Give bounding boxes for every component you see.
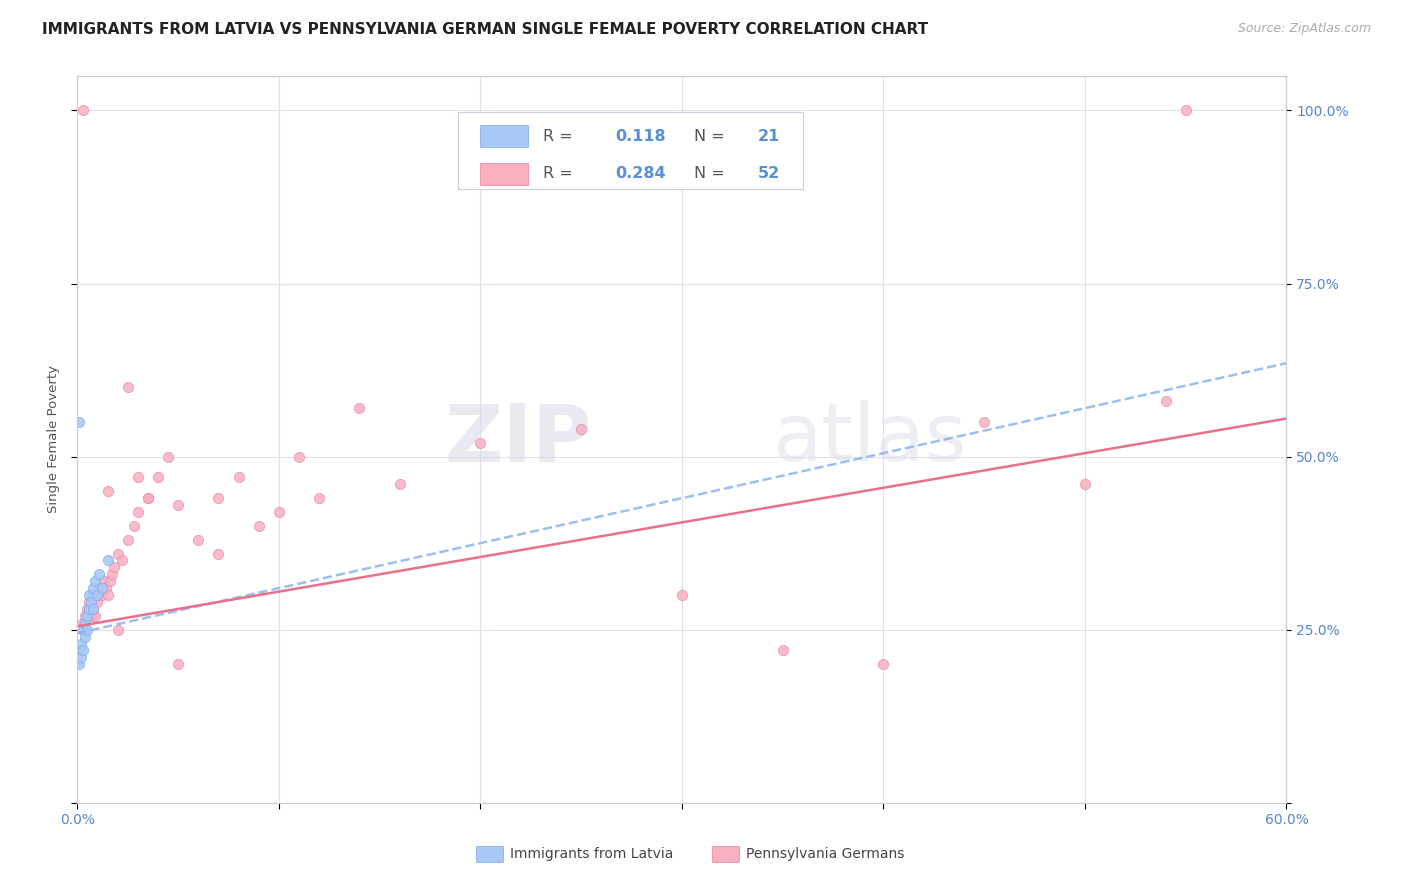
Point	[122, 519, 145, 533]
Point	[973, 415, 995, 429]
Point	[94, 581, 117, 595]
Point	[80, 608, 103, 623]
Text: atlas: atlas	[773, 401, 967, 478]
Point	[75, 608, 97, 623]
Point	[96, 553, 118, 567]
Text: ZIP: ZIP	[444, 401, 592, 478]
Point	[75, 615, 97, 630]
Point	[569, 422, 592, 436]
Point	[247, 519, 270, 533]
Point	[80, 595, 103, 609]
Point	[228, 470, 250, 484]
Point	[671, 588, 693, 602]
Point	[470, 435, 492, 450]
Text: N =: N =	[695, 167, 730, 181]
Point	[70, 636, 93, 650]
Text: N =: N =	[695, 128, 730, 144]
Point	[100, 567, 122, 582]
Point	[772, 643, 794, 657]
Point	[89, 581, 111, 595]
Point	[872, 657, 894, 672]
Point	[72, 615, 94, 630]
Point	[267, 505, 290, 519]
Point	[107, 547, 129, 561]
Point	[117, 533, 139, 547]
Point	[79, 588, 101, 602]
Text: 0.284: 0.284	[616, 167, 666, 181]
Point	[187, 533, 209, 547]
Point	[167, 657, 190, 672]
Point	[82, 602, 104, 616]
Point	[75, 630, 97, 644]
Point	[127, 470, 149, 484]
Point	[308, 491, 330, 505]
Point	[76, 602, 98, 616]
Point	[82, 588, 104, 602]
Point	[167, 498, 190, 512]
Point	[84, 574, 107, 589]
Point	[349, 401, 371, 416]
Text: IMMIGRANTS FROM LATVIA VS PENNSYLVANIA GERMAN SINGLE FEMALE POVERTY CORRELATION : IMMIGRANTS FROM LATVIA VS PENNSYLVANIA G…	[42, 22, 928, 37]
Point	[90, 588, 112, 602]
Point	[82, 602, 104, 616]
Point	[82, 581, 104, 595]
Point	[107, 623, 129, 637]
Text: Source: ZipAtlas.com: Source: ZipAtlas.com	[1237, 22, 1371, 36]
Point	[86, 595, 108, 609]
Point	[98, 574, 121, 589]
Point	[288, 450, 311, 464]
Point	[117, 380, 139, 394]
Text: 21: 21	[758, 128, 780, 144]
FancyBboxPatch shape	[479, 163, 529, 185]
Point	[127, 505, 149, 519]
Point	[103, 560, 125, 574]
FancyBboxPatch shape	[713, 847, 738, 863]
FancyBboxPatch shape	[479, 125, 529, 147]
Point	[388, 477, 411, 491]
Point	[86, 588, 108, 602]
Y-axis label: Single Female Poverty: Single Female Poverty	[46, 366, 60, 513]
Text: R =: R =	[543, 128, 578, 144]
Point	[1074, 477, 1097, 491]
Point	[67, 657, 90, 672]
Point	[72, 103, 94, 118]
FancyBboxPatch shape	[458, 112, 803, 188]
Point	[76, 623, 98, 637]
Point	[79, 595, 101, 609]
Point	[1174, 103, 1197, 118]
Point	[72, 643, 94, 657]
Point	[207, 491, 229, 505]
Point	[96, 484, 118, 499]
Point	[72, 623, 94, 637]
Point	[157, 450, 180, 464]
Text: 52: 52	[758, 167, 780, 181]
Point	[90, 581, 112, 595]
Text: 0.118: 0.118	[616, 128, 666, 144]
FancyBboxPatch shape	[477, 847, 503, 863]
Text: Immigrants from Latvia: Immigrants from Latvia	[510, 847, 673, 861]
Point	[1154, 394, 1177, 409]
Point	[84, 608, 107, 623]
Text: R =: R =	[543, 167, 578, 181]
Point	[96, 588, 118, 602]
Point	[89, 567, 111, 582]
Point	[67, 643, 90, 657]
Point	[136, 491, 159, 505]
Point	[207, 547, 229, 561]
Text: Pennsylvania Germans: Pennsylvania Germans	[747, 847, 904, 861]
Point	[67, 415, 90, 429]
Point	[79, 602, 101, 616]
Point	[146, 470, 169, 484]
Point	[70, 650, 93, 665]
Point	[76, 608, 98, 623]
Point	[111, 553, 134, 567]
Point	[136, 491, 159, 505]
Point	[93, 574, 115, 589]
